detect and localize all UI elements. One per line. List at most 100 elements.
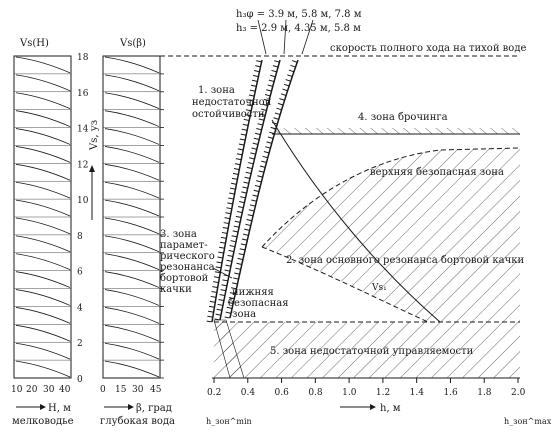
panel-vs-h: Vs(H) 10 20 30 40 H, м мелководье [11,38,74,427]
h-axis-tick-label: 1.2 [376,388,390,398]
speed-family-curve [104,181,160,199]
speed-family-curve [104,92,160,110]
speed-tick-label: 2 [77,339,83,349]
stability-curve-3 [229,59,299,319]
full-speed-label: скорость полного хода на тихой воде [330,43,526,54]
speed-family-curve [15,324,71,342]
zone-2-region [262,148,520,322]
panel-beta-caption: глубокая вода [100,416,175,427]
speed-family-curve [15,342,71,360]
h-axis-tick-label: 0.6 [275,388,290,398]
h-axis-tick-label: 0.2 [207,388,221,398]
panel-h-xtick: 30 [43,385,55,395]
zone-1-label: 1. зона недостаточной остойчивости [192,85,275,120]
speed-tick-label: 12 [77,160,88,170]
speed-family-curve [15,235,71,253]
legend-leader [301,19,314,55]
speed-family-curve [104,56,160,74]
panel-beta-speed-ticks [160,55,164,379]
panel-beta-xtick: 45 [150,385,162,395]
speed-tick-label: 6 [77,268,83,278]
speed-axis-label: Vs, уз [89,120,100,151]
panel-h-title: Vs(H) [19,38,49,49]
speed-tick-label: 16 [77,89,89,99]
speed-family-curve [15,181,71,199]
speed-family-curve [104,74,160,92]
h-axis-tick-label: 1.4 [410,388,425,398]
vs1-label: Vs₁ [371,283,387,293]
h-axis-tick-label: 0.8 [308,388,323,398]
panel-h-curves [14,56,71,379]
speed-tick-label: 4 [77,303,83,313]
speed-tick-label: 14 [77,125,89,135]
panel-vs-beta: Vs(β) 0 15 30 45 β, град глубокая вода [100,38,175,427]
panel-beta-xtick: 30 [132,385,144,395]
speed-family-curve [104,360,160,378]
speed-axis: Vs, уз [89,120,100,220]
speed-family-curve [104,163,160,181]
legend-h3-eq: h₃φ = 3.9 м, 5.8 м, 7.8 м [236,9,362,20]
h-axis-tick-label: 1.0 [342,388,357,398]
speed-family-curve [104,307,160,324]
speed-family-curve [104,217,160,235]
upper-safe-label: верхняя безопасная зона [370,167,504,178]
panel-h-arrowhead [40,404,46,410]
h-axis-tick-label: 2.0 [511,388,526,398]
speed-family-curve [15,110,71,127]
speed-family-curve [104,289,160,306]
panel-beta-arrowhead [128,404,134,410]
speed-family-curve [15,74,71,92]
hmin-label: h_зон^min [206,417,252,426]
stability-curve-1 [211,59,263,323]
h-axis-tick-label: 0.4 [241,388,256,398]
speed-family-curve [15,128,71,145]
speed-family-curve [15,199,71,217]
panel-h-xtick: 40 [59,385,71,395]
h-axis-arrowhead [370,404,376,410]
speed-family-curve [104,110,160,127]
h-axis-tick-label: 1.6 [443,388,458,398]
speed-family-curve [15,360,71,378]
speed-family-curve [15,253,71,271]
speed-tick-label: 8 [77,232,83,242]
speed-family-curve [104,146,160,163]
speed-family-curve [15,163,71,181]
speed-family-curve [15,92,71,110]
h-axis-tick-label: 1.8 [477,388,492,398]
panel-h-xtick: 20 [26,385,38,395]
zone-2-label: 2. зона основного резонанса бортовой кач… [286,255,524,266]
speed-family-curve [104,199,160,217]
h-axis-label: h, м [380,403,401,414]
speed-family-curve [15,271,71,288]
speed-family-curve [15,217,71,235]
stability-curve-1-ticks [206,59,262,323]
panel-h-caption: мелководье [12,416,74,427]
zone-2-lower-boundary [261,246,429,323]
panel-beta-curves [103,56,160,379]
speed-family-curve [15,56,71,74]
panel-h-axis-label: H, м [48,403,71,414]
panel-beta-xtick: 15 [115,385,127,395]
legend-leader [257,19,267,55]
zone-4-band [272,128,520,134]
speed-family-curve [15,307,71,324]
parametric-leader [212,267,233,279]
main-diagram: скорость полного хода на тихой воде h₃φ … [160,9,552,426]
zone-4-label: 4. зона брочинга [358,112,448,123]
speed-tick-label: 10 [77,196,89,206]
speed-family-curve [15,289,71,306]
speed-family-curve [15,146,71,163]
hmax-label: h_зон^max [504,417,552,426]
zone-3-label: 3. зона парамет- рического резонанса бор… [160,229,218,295]
speed-axis-arrowhead [89,165,95,172]
legend-leader [283,19,287,55]
speed-family-curve [104,235,160,253]
speed-family-curve [104,253,160,271]
panel-beta-title: Vs(β) [119,38,146,49]
h-axis-ticks: 0.2 0.4 0.6 0.8 1.0 1.2 1.4 1.6 1.8 2.0 [207,378,526,398]
legend-h3: h₃ = 2.9 м, 4.35 м, 5.8 м [236,23,361,34]
stability-curve-3-ticks [224,59,298,319]
panel-beta-xtick: 0 [100,385,106,395]
zone-5-region [214,322,520,378]
